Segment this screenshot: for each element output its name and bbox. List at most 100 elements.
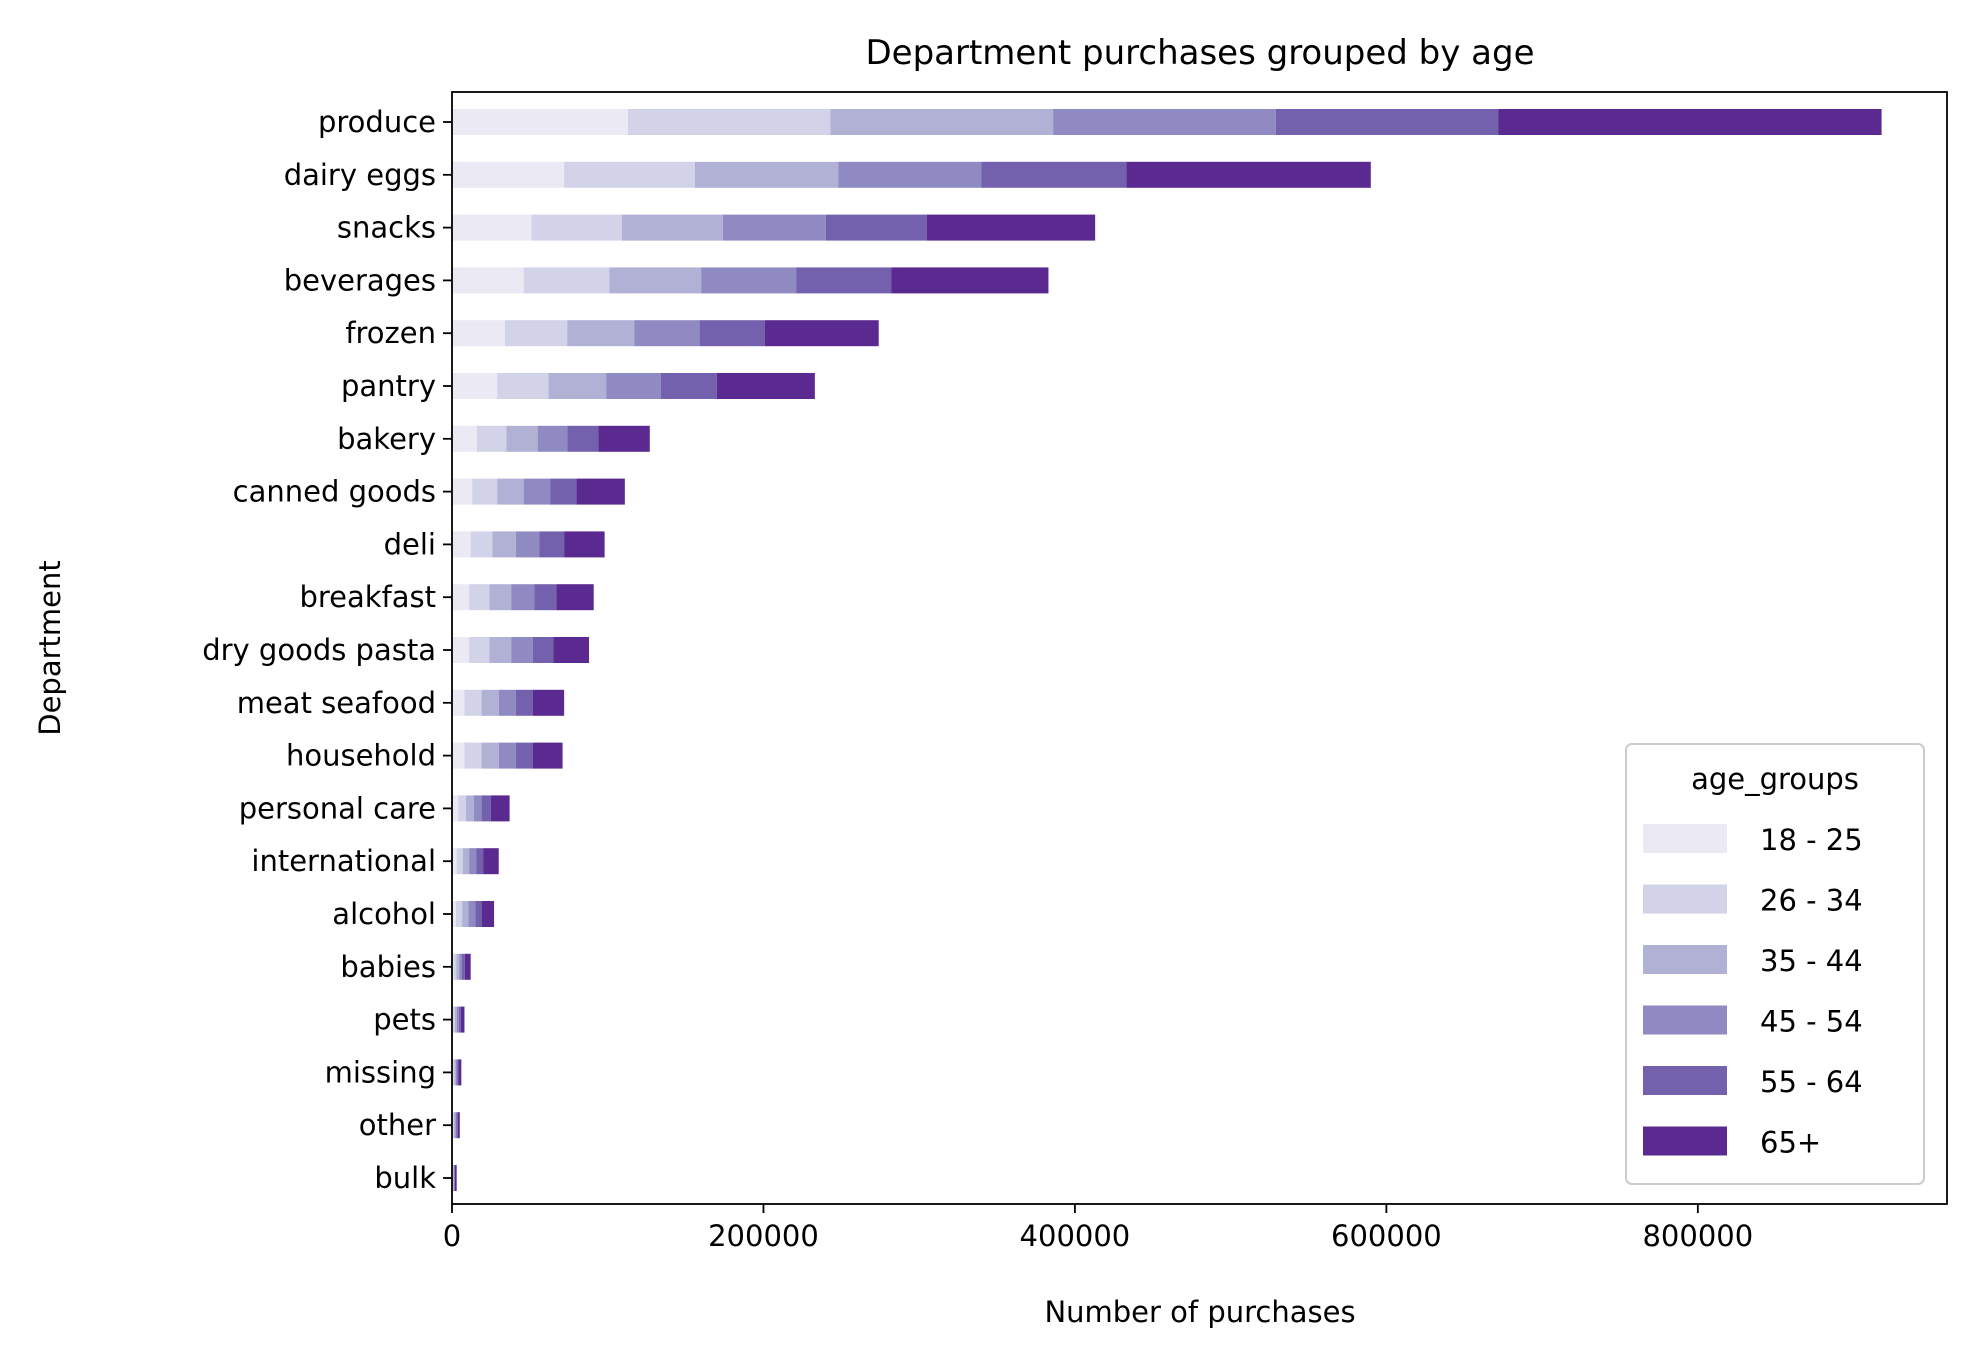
bar-dairy-eggs-65 xyxy=(1126,161,1371,188)
y-axis-ticks: produce dairy eggs snacks beverages frozen pa… xyxy=(202,105,452,1195)
bar-dry-goods-pasta-65 xyxy=(553,637,590,663)
bar-produce-35-44 xyxy=(830,109,1054,135)
bars-layer xyxy=(452,109,1882,1191)
bar-international-26-34 xyxy=(456,848,463,875)
x-tick-label: 400000 xyxy=(1020,1219,1131,1253)
x-axis-ticks: 0 200000 400000 600000 800000 xyxy=(443,1204,1753,1253)
legend-swatch-26-34 xyxy=(1643,884,1727,914)
bar-household-55-64 xyxy=(515,742,533,769)
y-tick-label-breakfast: breakfast xyxy=(299,580,436,614)
bar-canned-goods-18-25 xyxy=(452,478,473,505)
bar-alcohol-45-54 xyxy=(468,901,476,927)
bar-meat-seafood-26-34 xyxy=(464,689,482,716)
legend-label-45-54: 45 - 54 xyxy=(1760,1005,1863,1039)
bar-pantry-26-34 xyxy=(497,373,549,399)
bar-beverages-26-34 xyxy=(523,267,610,294)
bar-produce-65 xyxy=(1498,109,1882,135)
y-tick-label-dairy-eggs: dairy eggs xyxy=(284,158,436,192)
legend-label-35-44: 35 - 44 xyxy=(1760,944,1863,978)
bar-deli-35-44 xyxy=(492,531,516,558)
bar-household-35-44 xyxy=(481,742,499,769)
bar-breakfast-65 xyxy=(556,584,594,611)
y-tick-label-produce: produce xyxy=(318,105,436,139)
bar-bakery-65 xyxy=(598,425,650,452)
bar-meat-seafood-45-54 xyxy=(498,689,516,716)
x-tick-label: 0 xyxy=(443,1219,461,1253)
legend-swatch-18-25 xyxy=(1643,824,1727,853)
bar-babies-45-54 xyxy=(459,953,462,980)
bar-frozen-45-54 xyxy=(634,320,700,347)
y-tick-label-babies: babies xyxy=(340,950,436,984)
bar-meat-seafood-65 xyxy=(532,689,565,716)
bar-pantry-45-54 xyxy=(606,373,661,399)
bar-dry-goods-pasta-55-64 xyxy=(532,637,554,663)
bar-beverages-18-25 xyxy=(452,267,524,294)
bar-other-35-44 xyxy=(454,1112,456,1139)
bar-beverages-35-44 xyxy=(609,267,702,294)
bar-household-26-34 xyxy=(464,742,482,769)
x-axis-label: Number of purchases xyxy=(1044,1295,1355,1329)
legend-label-55-64: 55 - 64 xyxy=(1760,1065,1863,1099)
y-tick-label-frozen: frozen xyxy=(345,316,436,350)
bar-snacks-55-64 xyxy=(825,214,927,241)
bar-dairy-eggs-35-44 xyxy=(694,161,839,188)
bar-bakery-35-44 xyxy=(506,425,538,452)
bar-dairy-eggs-55-64 xyxy=(981,161,1127,188)
bar-personal-care-65 xyxy=(490,795,510,822)
y-tick-label-dry-goods-pasta: dry goods pasta xyxy=(202,633,436,667)
bar-frozen-18-25 xyxy=(452,320,505,347)
bar-dairy-eggs-26-34 xyxy=(564,161,695,188)
bar-meat-seafood-35-44 xyxy=(481,689,499,716)
bar-pets-35-44 xyxy=(454,1006,457,1033)
legend-swatch-35-44 xyxy=(1643,945,1727,974)
bar-babies-55-64 xyxy=(461,953,465,980)
bar-bakery-18-25 xyxy=(452,425,477,452)
bar-babies-35-44 xyxy=(456,953,460,980)
y-tick-label-snacks: snacks xyxy=(337,211,436,245)
bar-meat-seafood-55-64 xyxy=(515,689,533,716)
bar-snacks-35-44 xyxy=(621,214,723,241)
y-tick-label-other: other xyxy=(359,1108,436,1142)
bar-pantry-55-64 xyxy=(660,373,717,399)
bar-canned-goods-65 xyxy=(576,478,625,505)
bar-dairy-eggs-18-25 xyxy=(452,161,565,188)
bar-international-55-64 xyxy=(476,848,484,875)
bar-other-65 xyxy=(457,1112,460,1139)
bar-deli-65 xyxy=(564,531,605,558)
bar-alcohol-18-25 xyxy=(452,901,456,927)
bar-pets-45-54 xyxy=(456,1006,459,1033)
bar-deli-18-25 xyxy=(452,531,471,558)
legend-label-65: 65+ xyxy=(1760,1126,1821,1160)
bar-dry-goods-pasta-35-44 xyxy=(489,637,512,663)
bar-snacks-26-34 xyxy=(531,214,622,241)
bar-other-45-54 xyxy=(455,1112,457,1139)
bar-international-35-44 xyxy=(462,848,470,875)
bar-canned-goods-35-44 xyxy=(497,478,524,505)
y-tick-label-household: household xyxy=(286,739,436,773)
bar-bulk-55-64 xyxy=(454,1165,455,1191)
bar-pets-55-64 xyxy=(458,1006,461,1033)
legend-title: age_groups xyxy=(1691,762,1859,796)
bar-pantry-65 xyxy=(716,373,815,399)
bar-alcohol-35-44 xyxy=(462,901,469,927)
bar-alcohol-26-34 xyxy=(455,901,463,927)
bar-personal-care-55-64 xyxy=(481,795,491,822)
legend: age_groups 18 - 25 26 - 34 35 - 44 45 - 54 5… xyxy=(1625,743,1925,1185)
bar-other-55-64 xyxy=(456,1112,458,1139)
bar-international-18-25 xyxy=(452,848,457,875)
bar-pets-65 xyxy=(460,1006,465,1033)
bar-missing-55-64 xyxy=(457,1059,459,1086)
bar-babies-65 xyxy=(464,953,471,980)
bar-international-45-54 xyxy=(469,848,477,875)
x-tick-label: 600000 xyxy=(1331,1219,1442,1253)
y-tick-label-deli: deli xyxy=(384,527,436,561)
bar-snacks-45-54 xyxy=(722,214,826,241)
bar-beverages-65 xyxy=(891,267,1049,294)
bar-pantry-18-25 xyxy=(452,373,498,399)
bar-frozen-26-34 xyxy=(504,320,568,347)
bar-breakfast-18-25 xyxy=(452,584,470,611)
bar-canned-goods-26-34 xyxy=(472,478,498,505)
y-tick-label-meat-seafood: meat seafood xyxy=(237,686,436,720)
bar-household-65 xyxy=(532,742,563,769)
legend-swatch-45-54 xyxy=(1643,1005,1727,1035)
